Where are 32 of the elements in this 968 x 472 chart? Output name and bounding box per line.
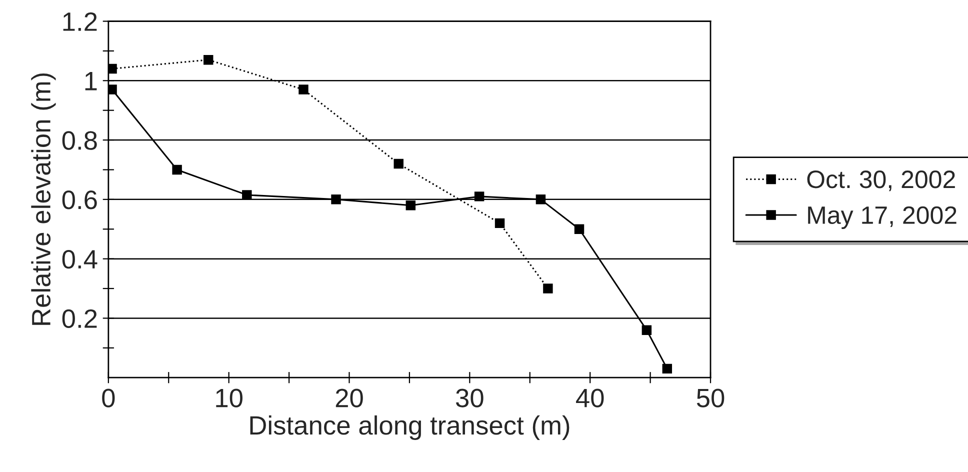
legend-label: Oct. 30, 2002 [807, 170, 955, 192]
x-tick-label: 20 [336, 388, 363, 408]
point [406, 200, 416, 210]
point [108, 84, 117, 94]
y-tick-label: 0.8 [62, 131, 97, 150]
x-tick-label: 30 [456, 388, 484, 408]
point [474, 192, 484, 202]
point [172, 164, 182, 175]
y-tick-label: 1 [85, 72, 97, 90]
x-tick-label: 0 [102, 388, 115, 408]
x-tick-label: 10 [216, 388, 242, 408]
y-tick-label: 0.6 [62, 190, 97, 210]
point [204, 54, 214, 65]
point [242, 190, 252, 200]
point [642, 325, 652, 335]
point [108, 64, 117, 74]
point [331, 194, 341, 204]
legend-label: May 17, 2002 [808, 206, 956, 229]
point [394, 158, 404, 169]
y-axis-title: Relative elevation (m) [31, 73, 56, 325]
y-tick-label: 0.4 [62, 250, 98, 269]
y-tick-label: 1.2 [63, 12, 97, 31]
x-tick-label: 40 [576, 388, 604, 408]
x-axis-title: Distance along transect (m) [250, 415, 570, 440]
point [536, 194, 546, 204]
point [662, 364, 672, 374]
point [298, 84, 308, 94]
point [543, 284, 553, 294]
x-tick-label: 50 [696, 388, 724, 408]
point [494, 218, 505, 228]
y-tick-label: 0.2 [62, 309, 97, 328]
point [574, 224, 584, 234]
